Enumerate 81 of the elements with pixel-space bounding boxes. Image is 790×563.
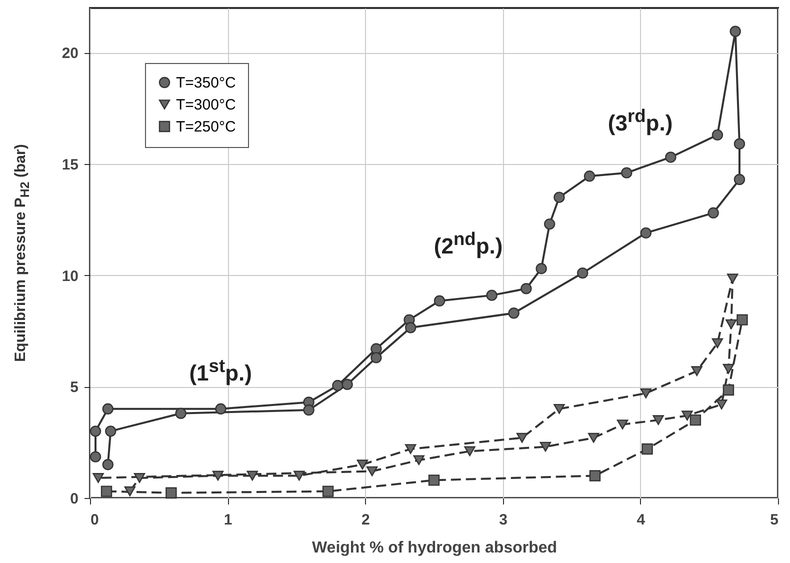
point <box>734 174 746 186</box>
point <box>722 364 734 374</box>
point <box>691 366 702 376</box>
point <box>434 295 446 306</box>
point <box>730 26 741 37</box>
point <box>105 426 116 437</box>
point <box>464 446 476 456</box>
point <box>554 404 565 414</box>
x-tick-label: 5 <box>770 512 778 528</box>
y-tick-label: 0 <box>70 490 78 508</box>
point <box>516 432 528 443</box>
legend-label: T=250°C <box>176 118 236 136</box>
point <box>215 403 226 414</box>
point <box>246 470 258 481</box>
point <box>520 283 532 294</box>
point <box>584 170 596 182</box>
point <box>726 319 737 330</box>
legend-label: T=350°C <box>176 74 236 92</box>
point <box>370 352 382 364</box>
point <box>303 404 314 416</box>
legend-label: T=300°C <box>176 96 236 114</box>
point <box>690 414 702 426</box>
point <box>102 459 114 470</box>
point <box>332 380 344 392</box>
point <box>716 400 728 410</box>
point <box>428 474 440 486</box>
point <box>712 129 724 141</box>
x-tick-label: 4 <box>636 512 646 528</box>
point <box>90 451 102 462</box>
y-tick-label: 15 <box>62 156 78 174</box>
point <box>621 167 632 178</box>
point <box>366 466 378 476</box>
point <box>589 470 601 482</box>
point <box>90 426 102 437</box>
point <box>486 290 498 301</box>
point <box>588 432 600 443</box>
point <box>577 267 588 279</box>
point <box>544 218 556 230</box>
x-tick-label: 1 <box>224 512 232 528</box>
point <box>682 410 693 421</box>
point <box>736 314 748 326</box>
point <box>166 487 177 498</box>
point <box>536 263 547 274</box>
point <box>134 473 146 483</box>
point <box>212 470 224 481</box>
point <box>322 486 334 497</box>
point <box>640 227 652 239</box>
x-axis-title: Weight % of hydrogen absorbed <box>312 540 558 556</box>
point <box>712 338 724 348</box>
point <box>722 384 734 396</box>
annotation: (2$^{nd}$p.) <box>434 228 503 260</box>
point <box>124 486 136 496</box>
y-tick-label: 20 <box>62 45 78 62</box>
point <box>342 378 353 390</box>
y-tick-label: 5 <box>70 379 78 396</box>
point <box>726 274 738 284</box>
annotation: (1$^{st}$p.) <box>189 355 252 386</box>
point <box>708 207 719 218</box>
point <box>405 322 416 334</box>
point <box>405 444 416 454</box>
point <box>102 403 114 414</box>
point <box>356 460 368 470</box>
x-tick-label: 0 <box>90 512 99 528</box>
annotation: (3$^{rd}$p.) <box>608 105 673 137</box>
point <box>540 442 552 452</box>
point <box>508 308 520 319</box>
y-tick-label: 10 <box>62 268 78 285</box>
point <box>175 408 186 419</box>
point <box>652 415 664 425</box>
x-tick-label: 2 <box>362 512 370 528</box>
x-tick-label: 3 <box>499 512 508 528</box>
point <box>665 152 676 163</box>
point <box>734 138 746 150</box>
point <box>294 470 305 481</box>
point <box>92 473 104 483</box>
point <box>554 192 565 203</box>
point <box>100 486 112 497</box>
point <box>616 420 628 430</box>
point <box>642 443 653 455</box>
point <box>640 388 652 398</box>
point <box>413 455 424 466</box>
